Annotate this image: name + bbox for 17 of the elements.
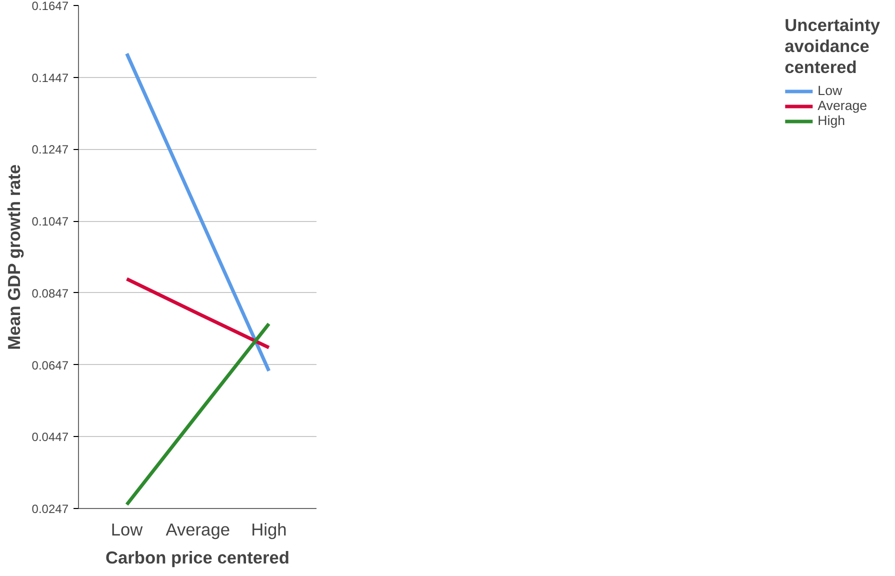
- y-tick-label: 0.1047: [32, 214, 69, 229]
- y-tick-label: 0.1447: [32, 70, 69, 85]
- legend-label: High: [818, 113, 846, 128]
- legend-label: Average: [818, 98, 868, 113]
- y-tick-label: 0.0847: [32, 286, 69, 300]
- y-tick-label: 0.0447: [32, 430, 69, 444]
- y-tick-label: 0.0647: [32, 358, 69, 372]
- y-tick-label: 0.0247: [32, 502, 69, 516]
- x-axis-title: Carbon price centered: [106, 548, 290, 568]
- y-tick-label: 0.1247: [32, 142, 69, 157]
- x-tick-label: High: [251, 520, 287, 540]
- legend-title: Uncertainty avoidance centered: [784, 15, 880, 78]
- x-tick-label: Low: [110, 520, 144, 540]
- x-tick-label: Average: [166, 520, 230, 540]
- y-tick-label: 0.1647: [32, 0, 69, 13]
- y-axis-title: Mean GDP growth rate: [4, 164, 24, 350]
- legend-label: Low: [818, 83, 842, 98]
